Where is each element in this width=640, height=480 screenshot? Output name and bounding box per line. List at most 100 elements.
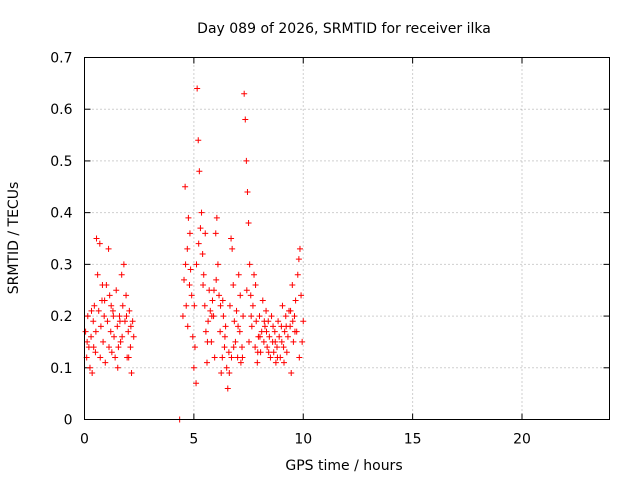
data-point [193, 380, 200, 387]
data-point [270, 323, 277, 330]
data-point [106, 344, 112, 351]
data-point [195, 137, 202, 144]
data-point [123, 292, 130, 299]
data-point [186, 230, 193, 237]
data-point [299, 338, 306, 345]
x-tick-label: 10 [294, 432, 312, 448]
chart-title: Day 089 of 2026, SRMTID for receiver ilk… [197, 21, 491, 37]
y-tick-label: 0.3 [50, 257, 72, 273]
data-point [119, 333, 126, 340]
data-point [110, 313, 117, 320]
data-point [109, 307, 116, 314]
data-point [223, 364, 230, 371]
data-point [84, 338, 91, 345]
data-point [188, 292, 195, 299]
data-point [284, 333, 291, 340]
data-point [97, 323, 104, 330]
data-point [268, 313, 275, 320]
data-point [107, 328, 114, 335]
data-point [221, 344, 228, 351]
data-point [111, 333, 118, 340]
data-point [84, 313, 91, 320]
x-tick-label: 15 [404, 432, 422, 448]
data-point [264, 344, 271, 351]
data-point [300, 318, 307, 325]
data-point [221, 333, 228, 340]
data-point [200, 282, 207, 289]
y-tick-label: 0.1 [50, 361, 72, 377]
data-point [218, 369, 225, 376]
data-point [213, 214, 220, 221]
y-tick-label: 0 [64, 413, 73, 429]
data-point [235, 271, 242, 278]
data-point [201, 302, 208, 309]
data-point [244, 188, 251, 195]
data-point [112, 354, 119, 361]
data-point [115, 344, 122, 351]
data-point [101, 297, 108, 304]
data-point [116, 318, 123, 325]
data-point [216, 292, 223, 299]
data-point [226, 302, 233, 309]
data-point [275, 318, 282, 325]
data-point [190, 364, 197, 371]
data-point [228, 235, 235, 242]
data-point [88, 307, 95, 314]
data-point [289, 318, 296, 325]
data-point [248, 323, 255, 330]
data-point [248, 313, 255, 320]
data-point [191, 302, 198, 309]
data-point [129, 318, 136, 325]
y-tick-label: 0.2 [50, 309, 72, 325]
plot-frame [84, 57, 610, 420]
y-tick-label: 0.6 [50, 102, 72, 118]
data-point [246, 261, 253, 268]
data-point [243, 157, 250, 164]
data-point [89, 369, 96, 376]
data-point [91, 302, 98, 309]
data-point [239, 344, 245, 351]
data-point [125, 354, 132, 361]
data-point [199, 251, 206, 258]
data-point [108, 302, 115, 309]
x-axis-label: GPS time / hours [285, 458, 402, 474]
data-point [252, 344, 259, 351]
data-points [82, 85, 307, 423]
data-point [247, 292, 254, 299]
data-point [251, 271, 258, 278]
data-point [118, 271, 125, 278]
y-axis-label: SRMTID / TECUs [6, 182, 22, 295]
tick-labels: 0 5 10 15 20 0 0.1 0.2 0.3 0.4 0.5 0.6 0.7 [50, 51, 531, 448]
data-point [242, 116, 249, 123]
data-point [265, 349, 272, 356]
data-point [130, 333, 137, 340]
data-point [93, 235, 100, 242]
grid-lines [84, 57, 610, 420]
data-point [224, 385, 231, 392]
data-point [125, 328, 132, 335]
data-point [127, 344, 134, 351]
x-tick-label: 20 [513, 432, 531, 448]
data-point [254, 359, 261, 366]
data-point [295, 256, 302, 263]
data-point [290, 338, 297, 345]
x-tick-label: 0 [80, 432, 89, 448]
data-point [259, 297, 266, 304]
data-point [114, 323, 121, 330]
data-point [204, 359, 210, 366]
data-point [237, 359, 244, 366]
data-point [179, 313, 186, 320]
data-point [280, 344, 287, 351]
data-point [104, 318, 111, 325]
data-point [99, 282, 106, 289]
data-point [272, 338, 279, 345]
data-point [97, 354, 104, 361]
data-point [100, 338, 107, 345]
data-point [283, 323, 290, 330]
data-point [291, 328, 298, 335]
data-point [205, 318, 212, 325]
data-point [123, 313, 130, 320]
data-point [195, 240, 202, 247]
data-point [272, 359, 279, 366]
data-point [120, 261, 127, 268]
